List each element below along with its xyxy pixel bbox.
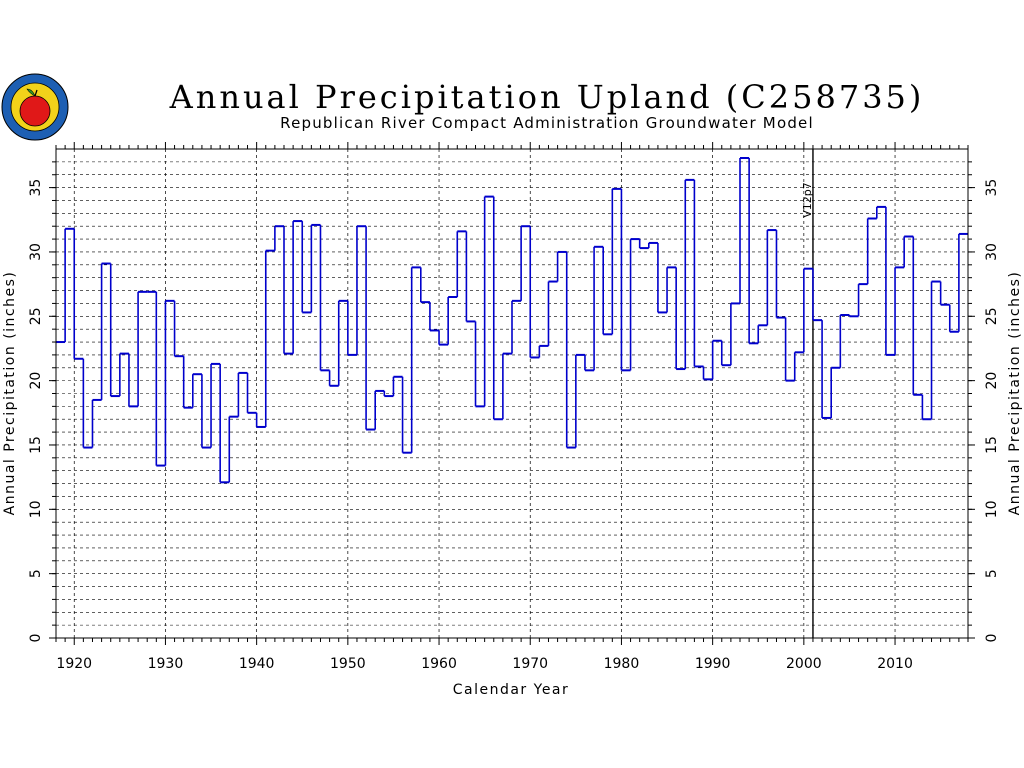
y-axis-label-right: Annual Precipitation (inches) bbox=[1007, 271, 1023, 516]
y-tick-label-right: 0 bbox=[984, 634, 1000, 643]
chart-title: Annual Precipitation Upland (C258735) bbox=[169, 78, 925, 116]
x-tick-label: 1970 bbox=[512, 656, 548, 672]
axis-ticks bbox=[49, 142, 975, 645]
tick-labels: 1920 1930 1940 1950 1960 1970 1980 1990 2000 2010… bbox=[28, 179, 1000, 672]
x-tick-label: 2010 bbox=[877, 656, 913, 672]
y-tick-label-left: 0 bbox=[28, 634, 44, 643]
x-tick-label: 1990 bbox=[695, 656, 731, 672]
y-tick-label-right: 35 bbox=[984, 179, 1000, 197]
x-tick-label: 1930 bbox=[148, 656, 184, 672]
x-tick-label: 1940 bbox=[239, 656, 275, 672]
rrca-logo bbox=[1, 73, 69, 141]
precipitation-series bbox=[56, 157, 968, 484]
y-tick-label-left: 5 bbox=[28, 569, 44, 578]
y-tick-label-left: 25 bbox=[28, 307, 44, 325]
y-tick-label-left: 10 bbox=[28, 500, 44, 518]
x-tick-label: 2000 bbox=[786, 656, 822, 672]
chart-subtitle: Republican River Compact Administration … bbox=[280, 114, 814, 132]
y-tick-label-left: 35 bbox=[28, 179, 44, 197]
x-tick-label: 1950 bbox=[330, 656, 366, 672]
annotation-label: V12p7 bbox=[801, 182, 814, 218]
y-axis-label-left: Annual Precipitation (inches) bbox=[2, 271, 18, 516]
x-tick-label: 1960 bbox=[421, 656, 457, 672]
y-tick-label-right: 5 bbox=[984, 569, 1000, 578]
x-axis-label: Calendar Year bbox=[453, 682, 570, 698]
x-tick-label: 1980 bbox=[604, 656, 640, 672]
y-tick-label-right: 15 bbox=[984, 436, 1000, 454]
y-tick-label-right: 20 bbox=[984, 372, 1000, 390]
y-tick-label-right: 25 bbox=[984, 307, 1000, 325]
y-tick-label-right: 30 bbox=[984, 243, 1000, 261]
y-tick-label-right: 10 bbox=[984, 500, 1000, 518]
y-tick-label-left: 30 bbox=[28, 243, 44, 261]
plot-frame bbox=[55, 148, 969, 639]
y-tick-label-left: 15 bbox=[28, 436, 44, 454]
y-tick-label-left: 20 bbox=[28, 372, 44, 390]
x-tick-label: 1920 bbox=[56, 656, 92, 672]
